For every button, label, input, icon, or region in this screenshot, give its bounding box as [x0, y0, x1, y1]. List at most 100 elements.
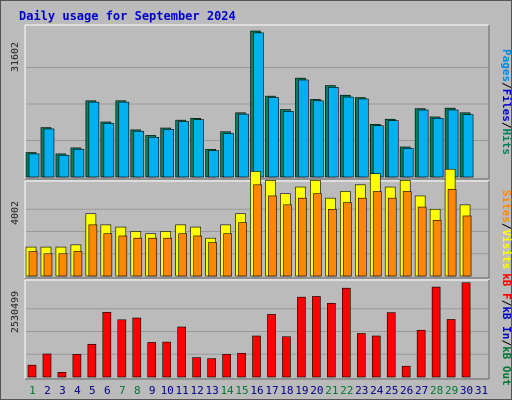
legend-part: / — [500, 82, 512, 89]
day-label-2: 2 — [44, 384, 51, 397]
bar-files-day-17 — [268, 97, 279, 178]
bar-files-day-1 — [28, 153, 40, 178]
bar-kb-f-day-18 — [282, 336, 291, 378]
bar-files-day-12 — [193, 119, 204, 178]
day-label-15: 15 — [235, 384, 248, 397]
bar-kb-f-day-23 — [356, 333, 366, 378]
bar-kb-f-day-11 — [177, 326, 186, 378]
bar-files-day-30 — [462, 114, 474, 178]
day-label-10: 10 — [161, 384, 174, 397]
bar-kb-f-day-8 — [132, 317, 142, 378]
bar-files-day-5 — [88, 101, 100, 178]
day-label-12: 12 — [191, 384, 204, 397]
bar-kb-f-day-12 — [192, 357, 201, 378]
y-max-label: 4002 — [10, 201, 21, 225]
day-label-28: 28 — [430, 384, 443, 397]
chart-panels: 31602 Pages/Files/Hits 4002 Sites/Visits 253… — [10, 24, 512, 386]
bar-files-day-10 — [163, 129, 175, 178]
bar-sites-day-8 — [133, 237, 143, 277]
y-max-label: 2530499 — [10, 291, 21, 333]
bar-files-day-8 — [133, 130, 145, 178]
bar-sites-day-13 — [208, 242, 217, 277]
bar-kb-f-day-30 — [461, 282, 471, 378]
day-label-21: 21 — [325, 384, 338, 397]
bar-sites-day-21 — [328, 208, 337, 277]
bar-kb-f-day-3 — [57, 372, 67, 378]
day-label-11: 11 — [176, 384, 189, 397]
bar-files-day-2 — [43, 128, 55, 178]
y-max-label: 31602 — [10, 42, 21, 72]
legend-part: Visits — [500, 230, 512, 270]
day-label-20: 20 — [310, 384, 323, 397]
bar-kb-f-day-22 — [342, 287, 351, 378]
bar-sites-day-22 — [343, 202, 352, 277]
bar-sites-day-28 — [432, 220, 442, 277]
bar-kb-f-day-25 — [386, 312, 396, 378]
bar-kb-f-day-28 — [431, 286, 441, 378]
bar-sites-day-25 — [387, 197, 397, 277]
legend-part: Files — [500, 89, 512, 122]
day-label-31: 31 — [475, 384, 488, 397]
bar-files-day-15 — [238, 113, 249, 178]
bar-files-day-14 — [223, 133, 234, 178]
bar-sites-day-23 — [357, 197, 367, 277]
bar-sites-day-14 — [223, 233, 232, 277]
bar-files-day-6 — [103, 123, 115, 178]
bar-files-day-11 — [178, 121, 189, 178]
bar-files-day-9 — [148, 136, 160, 178]
day-label-23: 23 — [355, 384, 368, 397]
day-label-27: 27 — [415, 384, 428, 397]
panel-hits: 31602 Pages/Files/Hits — [10, 24, 512, 180]
bar-kb-f-day-1 — [27, 364, 37, 378]
panel-legend: Sites/Visits — [500, 190, 512, 270]
bar-kb-f-day-2 — [42, 353, 52, 378]
bar-sites-day-15 — [238, 222, 247, 277]
panel-legend: kB F/kB In/kB Out — [500, 273, 512, 386]
bar-kb-f-day-9 — [147, 342, 157, 378]
x-axis-day-labels: 1 2 3 4 5 6 7 8 9 10 11 12 13 14 15 16 17 18 19 20 21 22 23 24 2… — [29, 384, 488, 397]
legend-part: / — [500, 122, 512, 129]
bar-sites-day-6 — [103, 233, 113, 277]
bar-sites-day-19 — [298, 197, 307, 277]
bar-kb-f-day-26 — [401, 365, 411, 378]
bar-sites-day-7 — [118, 235, 128, 277]
bar-sites-day-9 — [148, 237, 158, 277]
panel-legend: Pages/Files/Hits — [500, 49, 512, 155]
day-label-30: 30 — [460, 384, 473, 397]
day-label-18: 18 — [280, 384, 293, 397]
day-label-6: 6 — [104, 384, 111, 397]
day-label-17: 17 — [265, 384, 278, 397]
bar-kb-f-day-13 — [207, 358, 216, 378]
bar-sites-day-24 — [372, 191, 382, 277]
bar-kb-f-day-29 — [446, 319, 456, 378]
bar-sites-day-18 — [283, 204, 292, 277]
legend-part: Pages — [500, 49, 512, 82]
day-label-4: 4 — [74, 384, 81, 397]
bar-sites-day-26 — [402, 191, 412, 277]
bar-files-day-4 — [73, 148, 85, 178]
bar-files-day-23 — [357, 98, 369, 178]
bar-kb-f-day-27 — [416, 329, 426, 378]
bar-files-day-28 — [432, 118, 444, 178]
day-label-5: 5 — [89, 384, 96, 397]
bar-files-day-18 — [283, 111, 294, 178]
bar-kb-f-day-17 — [267, 314, 276, 378]
day-label-14: 14 — [220, 384, 234, 397]
chart-title: Daily usage for September 2024 — [19, 9, 236, 23]
bar-files-day-20 — [313, 100, 324, 178]
day-label-25: 25 — [385, 384, 398, 397]
bar-sites-day-10 — [163, 237, 173, 277]
bar-sites-day-11 — [178, 233, 187, 277]
bar-sites-day-29 — [447, 188, 457, 277]
bar-sites-day-1 — [28, 251, 38, 277]
bar-files-day-29 — [447, 109, 459, 178]
day-label-29: 29 — [445, 384, 458, 397]
bar-sites-day-3 — [58, 253, 68, 277]
bar-files-day-19 — [298, 79, 309, 178]
day-label-9: 9 — [149, 384, 156, 397]
bar-files-day-13 — [208, 150, 219, 178]
day-label-1: 1 — [29, 384, 36, 397]
legend-part: / — [500, 223, 512, 230]
